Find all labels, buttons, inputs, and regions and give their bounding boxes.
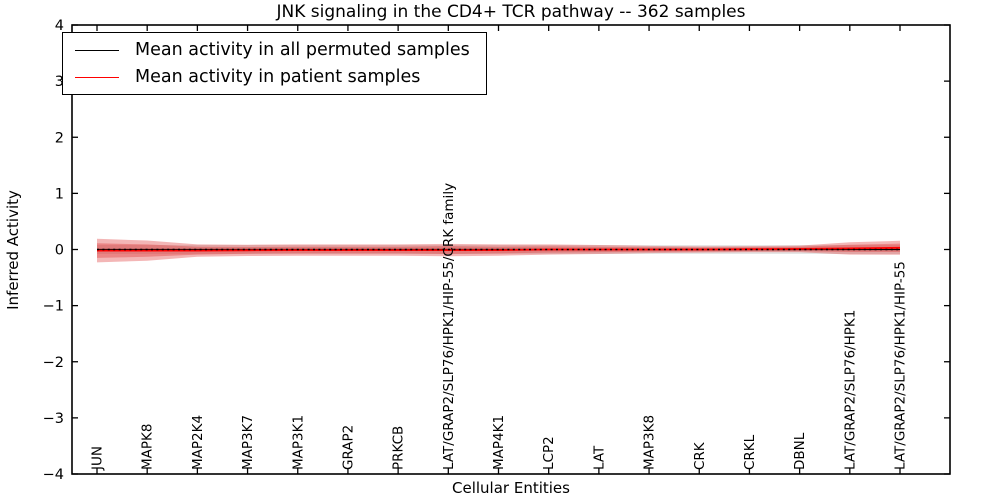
entity-label: LAT/GRAP2/SLP76/HPK1/HIP-55/CRK family bbox=[441, 183, 457, 470]
entity-label: MAPK8 bbox=[140, 424, 156, 470]
y-tick-label: 3 bbox=[55, 74, 64, 90]
legend-item-patient: Mean activity in patient samples bbox=[75, 67, 470, 87]
y-tick-label: 4 bbox=[55, 18, 64, 34]
y-tick-label: 1 bbox=[55, 186, 64, 202]
entity-label: MAP3K1 bbox=[290, 415, 306, 470]
entity-label: MAP3K7 bbox=[240, 415, 256, 470]
y-tick-label: −2 bbox=[43, 355, 64, 371]
y-tick-label: 2 bbox=[55, 130, 64, 146]
y-tick-label: −3 bbox=[43, 411, 64, 427]
entity-label: GRAP2 bbox=[340, 425, 356, 470]
entity-label: CRKL bbox=[742, 434, 758, 470]
entity-label: LAT bbox=[591, 445, 607, 470]
entity-label: LAT/GRAP2/SLP76/HPK1 bbox=[842, 310, 858, 470]
legend-item-permuted: Mean activity in all permuted samples bbox=[75, 40, 470, 60]
entity-label: LAT/GRAP2/SLP76/HPK1/HIP-55 bbox=[893, 261, 909, 470]
entity-label: MAP3K8 bbox=[642, 415, 658, 470]
y-tick-label: 0 bbox=[55, 243, 64, 259]
chart-title: JNK signaling in the CD4+ TCR pathway --… bbox=[276, 2, 746, 22]
entity-label: DBNL bbox=[792, 432, 808, 470]
legend-line-patient-icon bbox=[75, 76, 119, 78]
entity-label: JUN bbox=[90, 446, 106, 471]
entity-label: CRK bbox=[692, 441, 708, 470]
y-tick-label: −1 bbox=[43, 299, 64, 315]
entity-labels: JUN MAPK8 MAP2K4 MAP3K7 MAP3K1 GRAP2 PRKCB LAT/… bbox=[90, 183, 909, 471]
legend-label-permuted: Mean activity in all permuted samples bbox=[135, 40, 470, 60]
x-axis-label: Cellular Entities bbox=[452, 479, 570, 497]
legend-line-permuted-icon bbox=[75, 49, 119, 51]
entity-label: PRKCB bbox=[391, 426, 407, 470]
entity-label: LCP2 bbox=[541, 436, 557, 470]
entity-label: MAP4K1 bbox=[491, 415, 507, 470]
mean-lines bbox=[97, 246, 901, 252]
y-tick-labels: 4 3 2 1 0 −1 −2 −3 −4 bbox=[43, 18, 64, 483]
entity-label: MAP2K4 bbox=[190, 415, 206, 470]
legend: Mean activity in all permuted samples Me… bbox=[62, 32, 487, 95]
legend-label-patient: Mean activity in patient samples bbox=[135, 67, 421, 87]
y-tick-label: −4 bbox=[43, 467, 64, 483]
